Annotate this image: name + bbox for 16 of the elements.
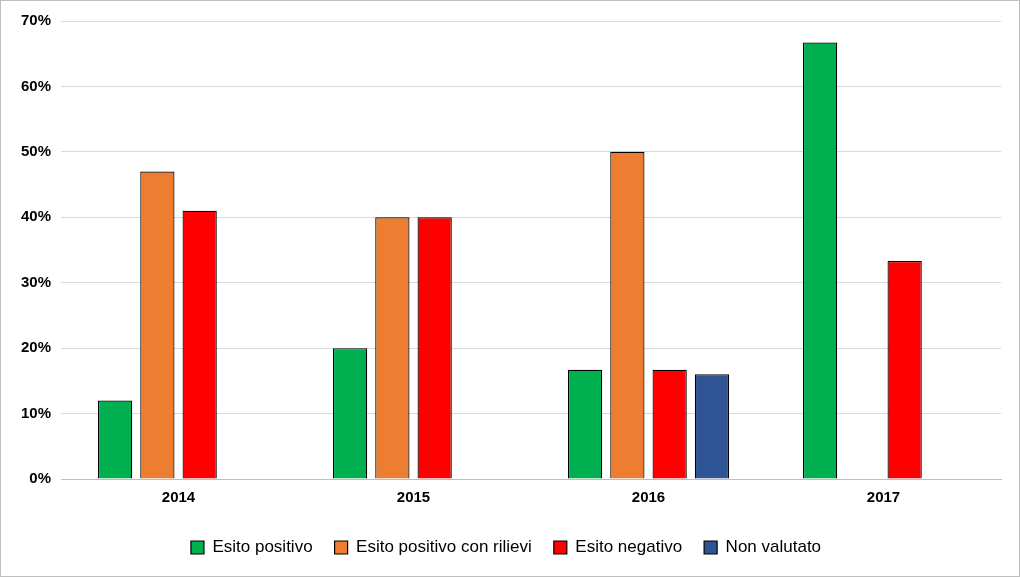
- legend-label: Non valutato: [725, 537, 822, 557]
- legend-label: Esito positivo con rilievi: [356, 537, 532, 557]
- y-tick-label: 40%: [20, 207, 52, 225]
- x-tick-label: 2016: [631, 488, 666, 506]
- y-tick-label: 10%: [20, 403, 52, 421]
- y-tick-label: 0%: [29, 469, 52, 487]
- legend-label: Esito negativo: [575, 537, 683, 557]
- x-tick-label: 2014: [161, 488, 196, 506]
- x-tick-label: 2017: [866, 488, 901, 506]
- y-tick-label: 50%: [20, 142, 52, 159]
- y-tick-label: 70%: [20, 11, 52, 29]
- y-tick-label: 60%: [20, 76, 52, 94]
- y-tick-label: 20%: [20, 338, 52, 356]
- x-tick-label: 2015: [396, 488, 431, 506]
- y-tick-label: 30%: [20, 272, 52, 290]
- legend-label: Esito positivo: [212, 537, 313, 557]
